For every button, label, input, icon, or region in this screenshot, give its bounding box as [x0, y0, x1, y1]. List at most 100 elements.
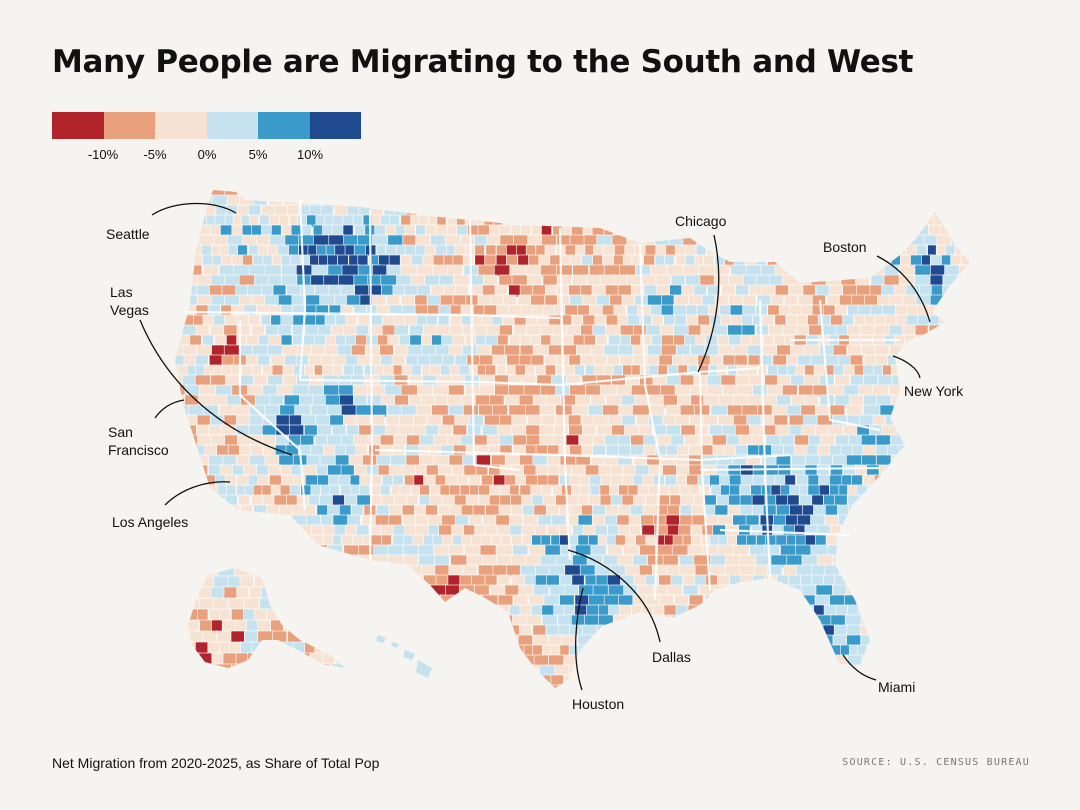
county-cell — [539, 204, 554, 217]
county-cell — [317, 630, 335, 645]
county-cell — [688, 664, 705, 677]
county-cell — [400, 384, 418, 397]
county-cell — [963, 194, 970, 207]
county-cell — [880, 564, 897, 577]
county-cell — [175, 314, 184, 329]
county-cell — [938, 584, 956, 598]
county-cell — [344, 597, 345, 612]
county-cell — [898, 264, 917, 277]
county-cell — [182, 424, 198, 437]
county-cell — [273, 584, 292, 598]
county-cell — [462, 194, 479, 207]
county-cell — [856, 214, 868, 228]
county-cell — [559, 194, 576, 207]
county-cell — [973, 355, 987, 367]
county-cell — [388, 254, 402, 267]
county-cell — [382, 624, 396, 637]
county-cell — [184, 194, 200, 209]
county-cell — [946, 444, 959, 458]
county-cell — [930, 344, 947, 358]
county-cell — [405, 354, 419, 367]
county-cell — [314, 604, 327, 619]
county-cell — [943, 644, 954, 658]
legend-tick-label: -10% — [87, 147, 119, 162]
county-cell — [894, 534, 906, 547]
county-cell — [862, 584, 878, 598]
county-cell — [928, 464, 942, 478]
county-cell — [866, 644, 877, 657]
county-cell — [175, 554, 188, 568]
county-cell — [185, 544, 203, 557]
county-cell — [795, 664, 814, 678]
county-cell — [230, 524, 243, 537]
county-cell — [736, 190, 753, 197]
county-cell — [711, 674, 725, 688]
county-cell — [834, 684, 850, 688]
county-cell — [856, 534, 868, 547]
county-cell — [777, 190, 792, 198]
county-cell — [944, 594, 960, 608]
county-cell — [664, 254, 675, 267]
county-cell — [438, 424, 453, 437]
county-cell — [424, 190, 440, 197]
county-cell — [972, 475, 984, 487]
county-cell — [732, 684, 750, 688]
county-cell — [955, 284, 970, 299]
county-cell — [424, 614, 443, 627]
county-cell — [243, 464, 259, 477]
county-cell — [210, 374, 227, 387]
county-cell — [243, 304, 257, 317]
county-cell — [876, 214, 887, 228]
county-cell — [600, 214, 611, 228]
county-cell — [203, 204, 217, 217]
alaska — [188, 568, 362, 668]
county-cell — [926, 564, 943, 578]
county-cell — [449, 194, 467, 208]
county-cell — [673, 664, 692, 678]
county-cell — [732, 214, 744, 228]
county-cell — [188, 630, 205, 644]
county-cell — [790, 684, 809, 688]
county-cell — [803, 674, 819, 687]
county-cell — [435, 224, 449, 237]
county-cell — [397, 574, 412, 589]
chicago-label: Chicago — [675, 213, 727, 229]
county-cell — [936, 354, 951, 367]
county-cell — [415, 404, 435, 417]
county-cell — [772, 654, 788, 668]
county-cell — [974, 675, 987, 688]
county-cell — [601, 664, 617, 678]
county-cell — [915, 464, 929, 478]
county-cell — [795, 544, 813, 557]
county-cell — [215, 544, 232, 558]
county-cell — [396, 674, 411, 688]
county-cell — [710, 624, 725, 639]
county-cell — [685, 624, 700, 638]
county-cell — [717, 594, 734, 607]
county-cell — [744, 614, 761, 627]
county-cell — [829, 594, 846, 607]
county-cell — [960, 574, 970, 588]
county-cell — [498, 434, 514, 447]
county-cell — [800, 644, 812, 659]
county-cell — [675, 464, 690, 477]
county-cell — [878, 464, 893, 477]
county-cell — [548, 190, 563, 197]
county-cell — [185, 684, 201, 688]
county-cell — [897, 224, 911, 237]
county-cell — [704, 664, 723, 678]
county-cell — [456, 214, 466, 227]
county-cell — [851, 264, 869, 278]
county-cell — [452, 424, 467, 437]
county-cell — [727, 504, 741, 517]
county-cell — [938, 224, 952, 237]
county-cell — [697, 644, 709, 657]
county-cell — [367, 384, 385, 397]
county-cell — [216, 444, 229, 457]
county-cell — [347, 631, 362, 643]
county-cell — [493, 474, 506, 487]
county-cell — [483, 214, 494, 227]
county-cell — [904, 534, 918, 547]
county-cell — [324, 586, 337, 601]
